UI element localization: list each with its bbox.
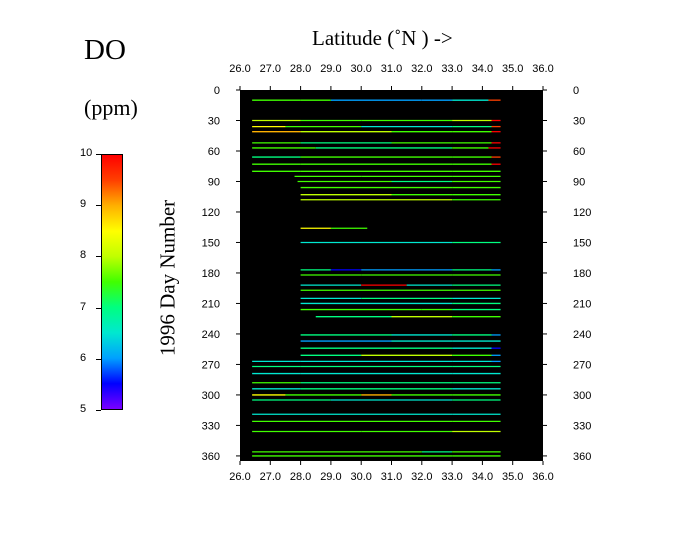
x-tick-label-bottom: 31.0 — [381, 471, 402, 483]
y-tick-label-right: 120 — [573, 207, 591, 219]
colorbar-tick-label: 6 — [80, 351, 87, 364]
y-tick-label-left: 270 — [202, 359, 220, 371]
y-tick-label-right: 30 — [573, 115, 585, 127]
x-tick-label-bottom: 26.0 — [229, 471, 250, 483]
colorbar-tick-label: 10 — [80, 147, 93, 159]
y-tick-label-left: 120 — [202, 207, 220, 219]
parameter-name: DO — [84, 34, 126, 66]
x-tick-label-bottom: 33.0 — [441, 471, 462, 483]
y-tick-label-left: 300 — [202, 390, 220, 402]
y-tick-label-right: 360 — [573, 451, 591, 463]
x-tick-label-top: 28.0 — [290, 63, 311, 75]
colorbar-tick-mark — [96, 205, 101, 207]
y-tick-label-left: 240 — [202, 329, 220, 341]
colorbar-tick-mark — [96, 410, 101, 411]
colorbar-tick-mark — [96, 358, 101, 360]
y-tick-label-right: 60 — [573, 146, 585, 158]
y-tick-label-left: 30 — [208, 115, 220, 127]
x-tick-label-bottom: 29.0 — [320, 471, 341, 483]
y-tick-label-left: 210 — [202, 298, 220, 310]
y-tick-label-left: 330 — [202, 420, 220, 432]
y-tick-label-right: 270 — [573, 359, 591, 371]
y-tick-label-right: 90 — [573, 176, 585, 188]
x-tick-label-top: 36.0 — [532, 63, 553, 75]
x-tick-label-bottom: 27.0 — [260, 471, 281, 483]
colorbar-tick-label: 7 — [80, 300, 87, 313]
y-tick-label-left: 90 — [208, 176, 220, 188]
colorbar-tick-mark — [96, 307, 101, 309]
colorbar-tick-label: 8 — [80, 249, 87, 262]
y-tick-label-left: 60 — [208, 146, 220, 158]
colorbar — [101, 154, 123, 410]
y-tick-label-left: 0 — [214, 85, 220, 97]
y-tick-label-left: 150 — [202, 237, 220, 249]
y-tick-label-right: 300 — [573, 390, 591, 402]
y-tick-label-right: 150 — [573, 237, 591, 249]
x-tick-label-bottom: 36.0 — [532, 471, 553, 483]
parameter-unit: (ppm) — [84, 95, 138, 120]
x-tick-label-top: 29.0 — [320, 63, 341, 75]
colorbar-tick-mark — [96, 256, 101, 258]
x-tick-label-top: 30.0 — [350, 63, 371, 75]
colorbar-tick-label: 5 — [80, 403, 87, 415]
x-tick-label-bottom: 28.0 — [290, 471, 311, 483]
x-tick-label-top: 32.0 — [411, 63, 432, 75]
y-tick-label-left: 360 — [202, 451, 220, 463]
x-tick-label-top: 33.0 — [441, 63, 462, 75]
x-tick-label-top: 26.0 — [229, 63, 250, 75]
x-tick-label-bottom: 32.0 — [411, 471, 432, 483]
x-tick-label-top: 35.0 — [502, 63, 523, 75]
x-tick-label-bottom: 35.0 — [502, 471, 523, 483]
x-tick-label-bottom: 30.0 — [350, 471, 371, 483]
y-tick-label-right: 0 — [573, 85, 579, 97]
x-tick-label-top: 34.0 — [472, 63, 493, 75]
y-tick-label-left: 180 — [202, 268, 220, 280]
y-tick-label-right: 330 — [573, 420, 591, 432]
colorbar-tick-mark — [96, 154, 101, 155]
colorbar-tick-label: 9 — [80, 198, 87, 211]
x-axis-label: Latitude (˚N ) -> — [312, 26, 453, 50]
y-tick-label-right: 180 — [573, 268, 591, 280]
x-tick-label-top: 27.0 — [260, 63, 281, 75]
y-tick-label-right: 240 — [573, 329, 591, 341]
x-tick-label-bottom: 34.0 — [472, 471, 493, 483]
y-tick-label-right: 210 — [573, 298, 591, 310]
x-tick-label-top: 31.0 — [381, 63, 402, 75]
